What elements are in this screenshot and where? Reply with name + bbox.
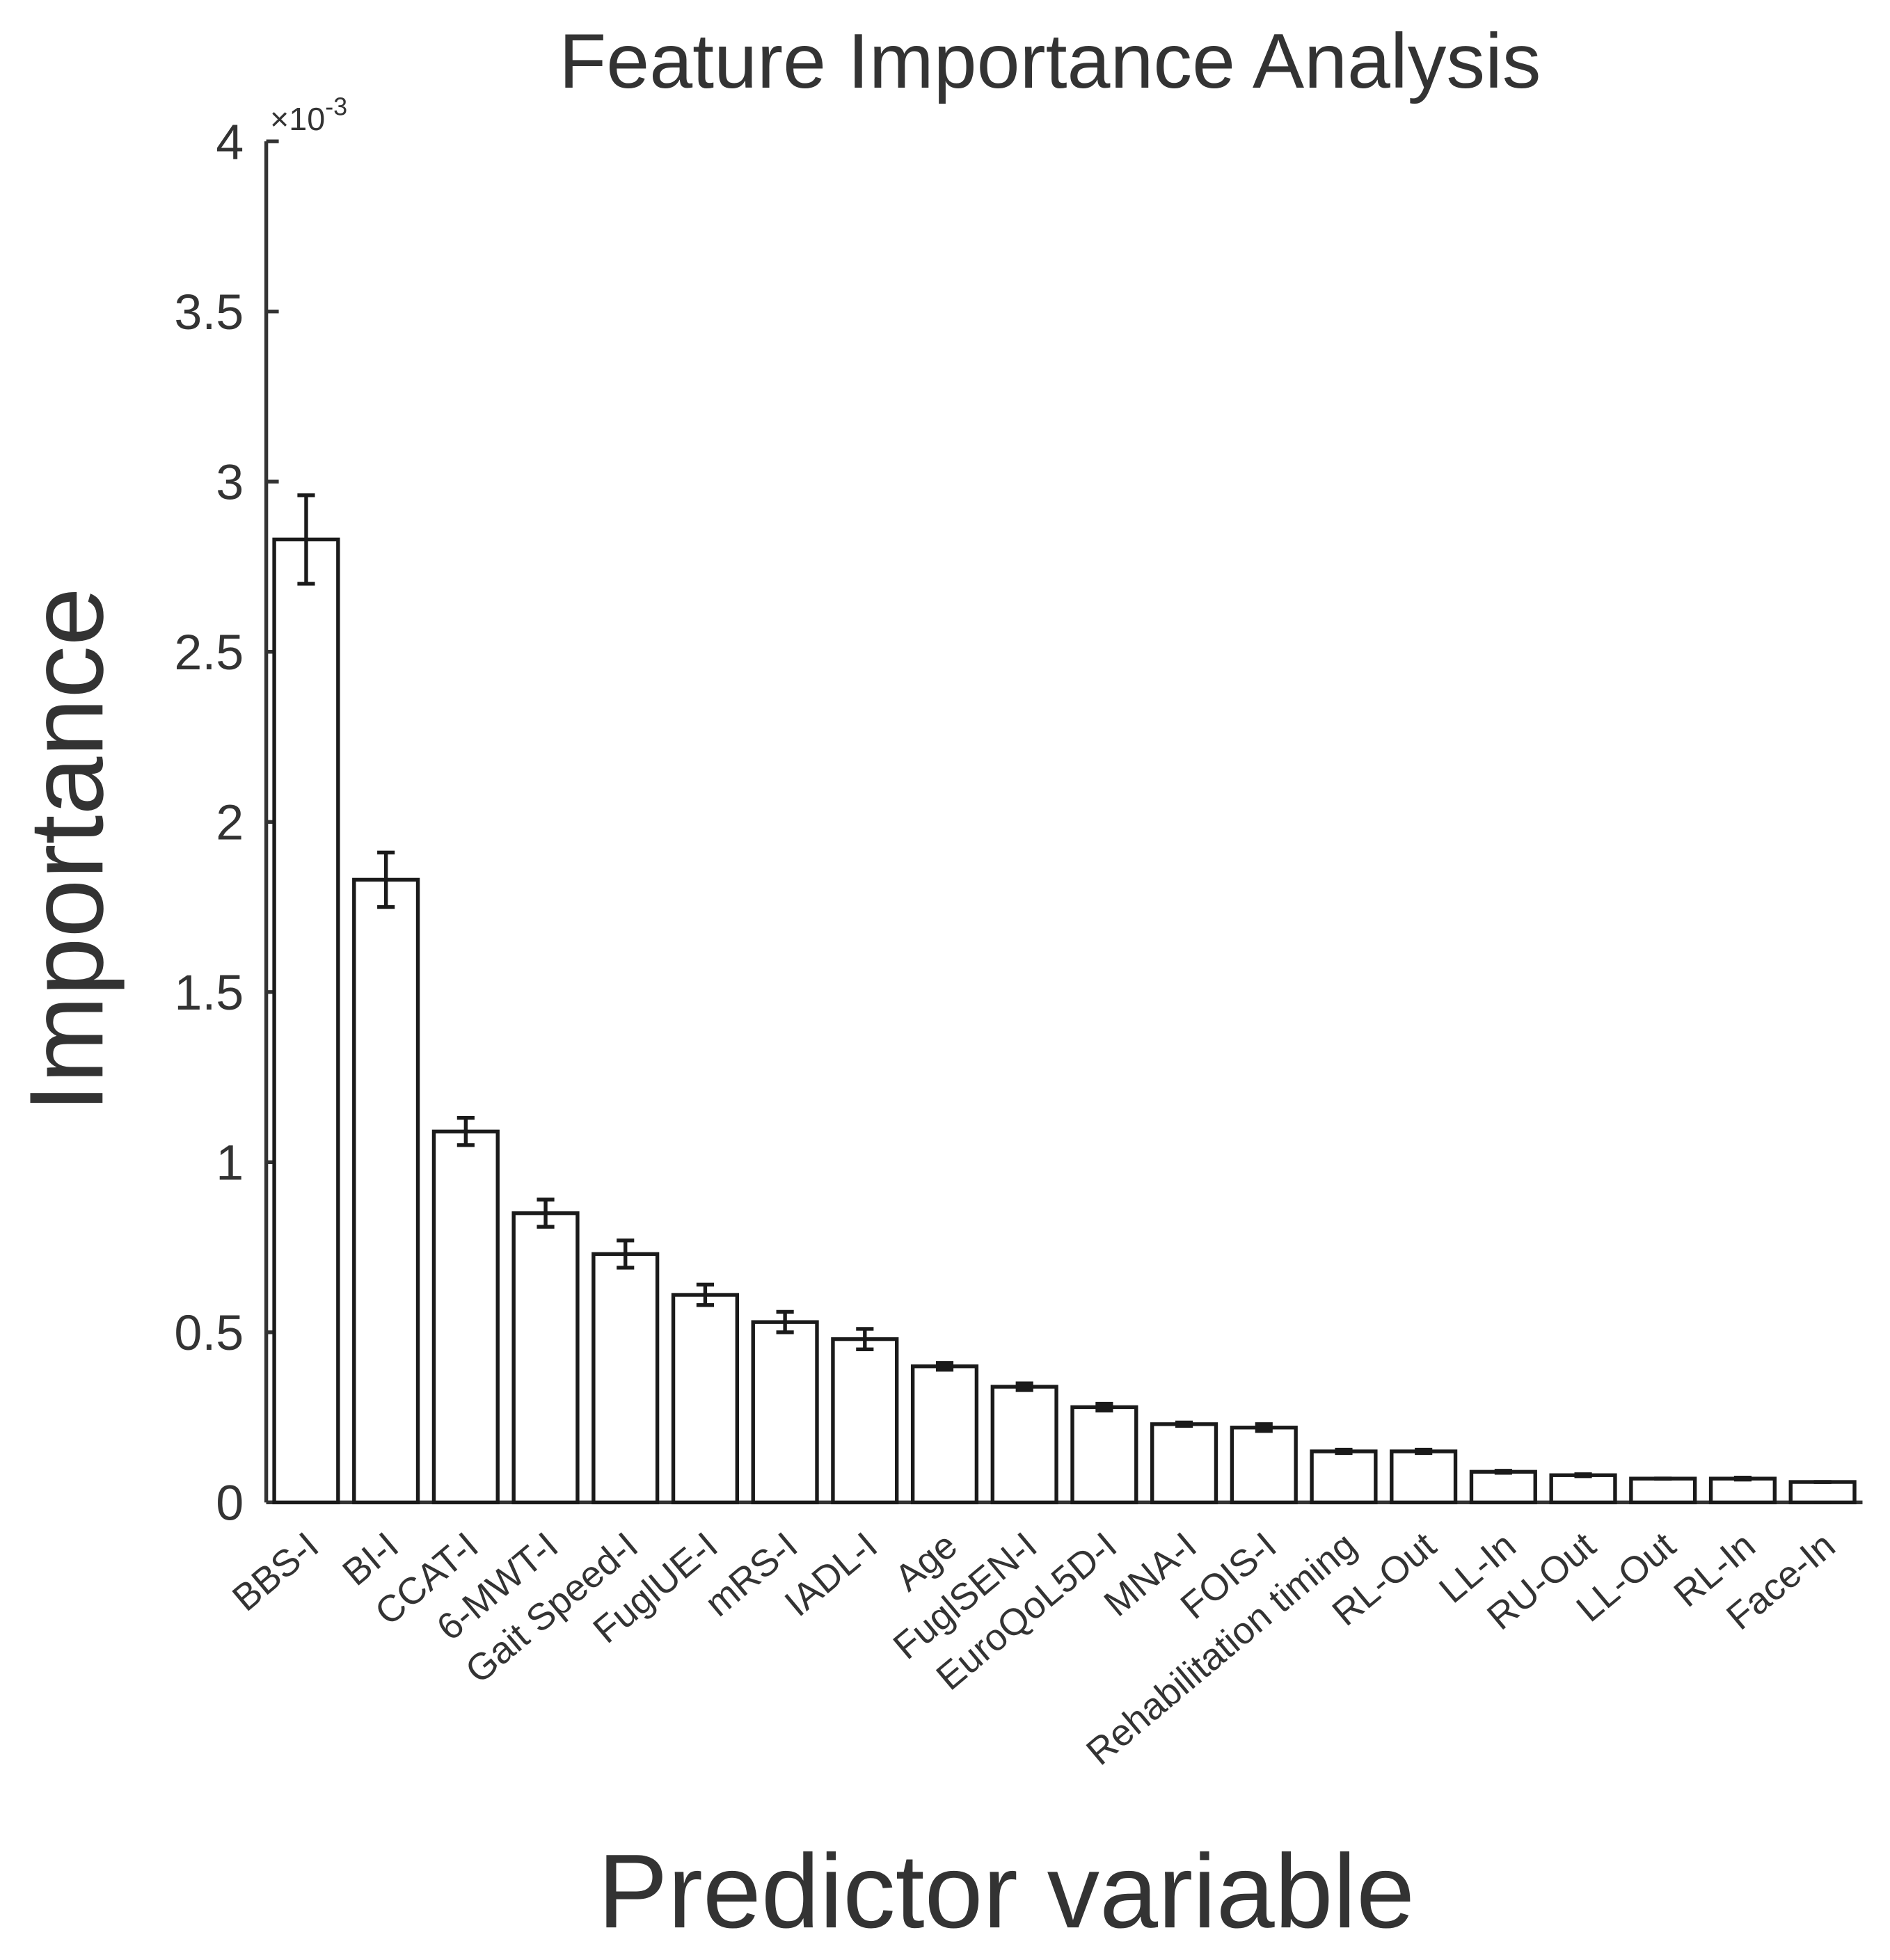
bar — [272, 537, 340, 1505]
x-tick-label: BBS-I — [225, 1524, 326, 1619]
y-scale-base: ×10 — [270, 101, 325, 137]
y-tick-label: 1 — [216, 1135, 244, 1190]
y-tick-label: 0.5 — [174, 1305, 244, 1361]
bar — [751, 1320, 819, 1505]
y-tick-label: 2 — [216, 795, 244, 850]
bar — [1469, 1469, 1537, 1505]
bar — [831, 1337, 899, 1505]
bar — [352, 877, 420, 1505]
bar — [1150, 1422, 1218, 1505]
y-tick-label: 3 — [216, 454, 244, 510]
bar — [910, 1364, 979, 1505]
chart-title: Feature Importance Analysis — [559, 17, 1541, 104]
bar — [1310, 1449, 1378, 1505]
bar — [1230, 1426, 1298, 1505]
x-tick-label: IADL-I — [777, 1524, 886, 1625]
y-scale-exponent: -3 — [325, 92, 347, 120]
bar — [1549, 1473, 1617, 1505]
bar — [1390, 1449, 1458, 1505]
x-axis-label: Predictor variable — [598, 1832, 1415, 1950]
bar — [591, 1252, 660, 1505]
y-tick-label: 3.5 — [174, 285, 244, 340]
y-axis-label: Importance — [7, 587, 125, 1113]
bar — [671, 1293, 739, 1505]
y-scale-label: ×10-3 — [270, 92, 347, 137]
y-tick-label: 4 — [216, 114, 244, 170]
bar — [511, 1211, 580, 1505]
y-tick-label: 0 — [216, 1476, 244, 1531]
y-tick-label: 1.5 — [174, 965, 244, 1021]
bar — [1788, 1480, 1857, 1505]
bar — [431, 1129, 500, 1505]
bar — [990, 1385, 1058, 1505]
bar — [1708, 1476, 1777, 1505]
y-tick-label: 2.5 — [174, 625, 244, 680]
bar — [1629, 1476, 1697, 1505]
x-tick-label: mRS-I — [697, 1524, 805, 1625]
bar — [1070, 1405, 1138, 1505]
